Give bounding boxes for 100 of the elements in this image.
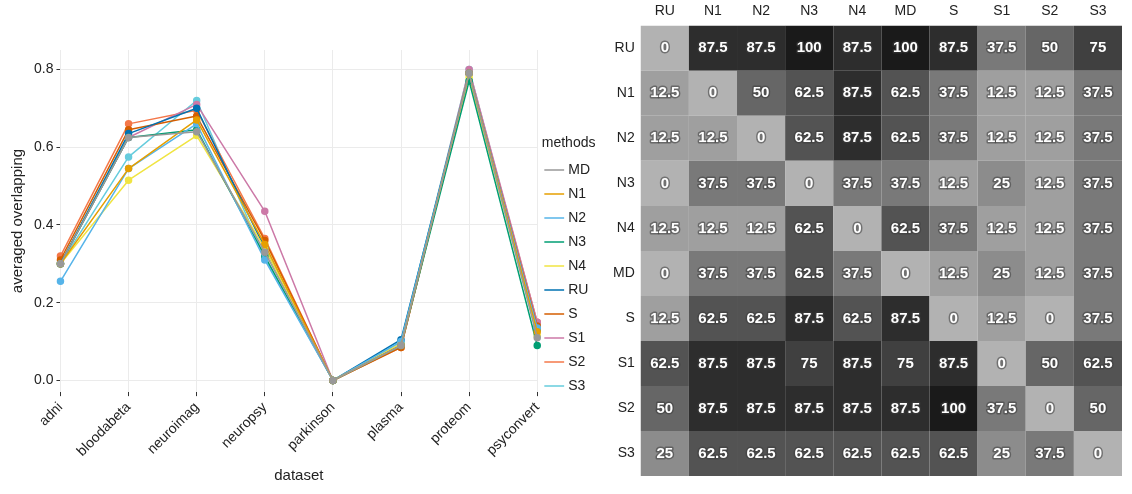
data-label: 37.5 xyxy=(1035,443,1065,461)
data-label: 25 xyxy=(656,443,674,461)
data-label: 87.5 xyxy=(698,398,728,416)
data-label: 62.5 xyxy=(890,443,921,461)
data-label: 37.5 xyxy=(1083,263,1113,281)
data-label: 37.5 xyxy=(938,128,969,146)
y-axis-title: averaged overlapping xyxy=(8,148,26,294)
data-label: 37.5 xyxy=(987,398,1017,416)
data-label: 62.5 xyxy=(890,218,921,236)
y-tick-label: S xyxy=(625,309,635,326)
data-label: 75 xyxy=(800,353,818,371)
data-label: 37.5 xyxy=(987,38,1017,56)
data-label: 37.5 xyxy=(1083,128,1113,146)
data-label: 12.5 xyxy=(987,128,1017,146)
legend-label: N1 xyxy=(568,184,587,201)
data-label: 0 xyxy=(805,173,814,191)
data-label: 12.5 xyxy=(938,263,969,281)
data-label: 37.5 xyxy=(1083,218,1113,236)
y-tick-label: N4 xyxy=(616,219,635,236)
data-label: 87.5 xyxy=(842,398,872,416)
data-label: 12.5 xyxy=(650,218,680,236)
data-label: 87.5 xyxy=(794,398,824,416)
data-label: 62.5 xyxy=(938,443,969,461)
data-label: 12.5 xyxy=(698,218,728,236)
y-tick-label: 0.0 xyxy=(33,371,54,388)
data-label: 87.5 xyxy=(938,353,969,371)
data-label: 87.5 xyxy=(842,38,872,56)
data-label: 25 xyxy=(993,443,1011,461)
data-label: 50 xyxy=(656,398,674,416)
data-label: 0 xyxy=(660,38,670,56)
data-label: 62.5 xyxy=(794,218,824,236)
data-label: 87.5 xyxy=(698,353,728,371)
data-label: 37.5 xyxy=(698,173,728,191)
data-label: 62.5 xyxy=(842,308,872,326)
data-label: 12.5 xyxy=(698,128,728,146)
data-label: 50 xyxy=(1041,353,1059,371)
legend-label: S1 xyxy=(568,328,586,345)
data-label: 62.5 xyxy=(890,83,921,101)
data-label: 12.5 xyxy=(1035,173,1065,191)
x-tick-label: S xyxy=(948,2,959,19)
data-label: 25 xyxy=(993,173,1011,191)
data-label: 87.5 xyxy=(842,128,872,146)
data-label: 50 xyxy=(1041,38,1059,56)
x-tick-label: N4 xyxy=(848,2,867,19)
data-label: 62.5 xyxy=(794,443,824,461)
data-label: 12.5 xyxy=(1035,128,1065,146)
data-label: 87.5 xyxy=(890,308,921,326)
data-label: 12.5 xyxy=(650,83,680,101)
data-label: 37.5 xyxy=(1083,308,1113,326)
x-tick-label: S1 xyxy=(993,2,1011,19)
x-tick-label: N3 xyxy=(800,2,819,19)
legend-label: MD xyxy=(568,160,591,177)
data-label: 0 xyxy=(660,173,670,191)
x-tick-label: S2 xyxy=(1041,2,1059,19)
data-label: 12.5 xyxy=(1035,83,1065,101)
data-label: 62.5 xyxy=(794,83,824,101)
legend-label: N3 xyxy=(568,232,587,249)
data-label: 87.5 xyxy=(938,38,969,56)
data-label: 37.5 xyxy=(1083,83,1113,101)
data-label: 75 xyxy=(1089,38,1107,56)
data-label: 62.5 xyxy=(698,308,728,326)
data-label: 12.5 xyxy=(1035,218,1065,236)
data-label: 87.5 xyxy=(746,38,776,56)
data-label: 100 xyxy=(796,38,822,56)
data-label: 37.5 xyxy=(842,263,872,281)
data-label: 87.5 xyxy=(746,398,776,416)
legend-label: S2 xyxy=(568,352,586,369)
data-label: 0 xyxy=(997,353,1006,371)
data-label: 62.5 xyxy=(650,353,680,371)
data-label: 62.5 xyxy=(746,443,776,461)
data-label: 12.5 xyxy=(650,128,680,146)
data-label: 37.5 xyxy=(938,83,969,101)
data-label: 0 xyxy=(1045,308,1054,326)
data-label: 0 xyxy=(1045,398,1054,416)
data-label: 87.5 xyxy=(746,353,776,371)
legend-label: S xyxy=(568,304,578,321)
data-label: 62.5 xyxy=(890,128,921,146)
data-label: 37.5 xyxy=(746,263,776,281)
legend-label: N2 xyxy=(568,208,587,225)
legend-label: S3 xyxy=(568,376,586,393)
data-label: 12.5 xyxy=(987,83,1017,101)
data-label: 62.5 xyxy=(698,443,728,461)
data-label: 0 xyxy=(901,263,910,281)
data-label: 12.5 xyxy=(987,308,1017,326)
y-tick-label: MD xyxy=(612,264,635,281)
data-label: 0 xyxy=(1093,443,1103,461)
legend-title: methods xyxy=(541,133,596,150)
data-label: 37.5 xyxy=(890,173,921,191)
data-label: 0 xyxy=(708,83,718,101)
y-tick-label: 0.2 xyxy=(33,293,54,310)
data-label: 12.5 xyxy=(987,218,1017,236)
data-label: 62.5 xyxy=(794,128,824,146)
data-label: 0 xyxy=(853,218,862,236)
data-label: 0 xyxy=(949,308,958,326)
y-tick-label: N2 xyxy=(616,129,635,146)
y-tick-label: 0.4 xyxy=(33,215,54,232)
data-label: 12.5 xyxy=(938,173,969,191)
x-tick-label: N2 xyxy=(752,2,771,19)
y-tick-label: 0.8 xyxy=(33,60,54,77)
data-label: 37.5 xyxy=(938,218,969,236)
